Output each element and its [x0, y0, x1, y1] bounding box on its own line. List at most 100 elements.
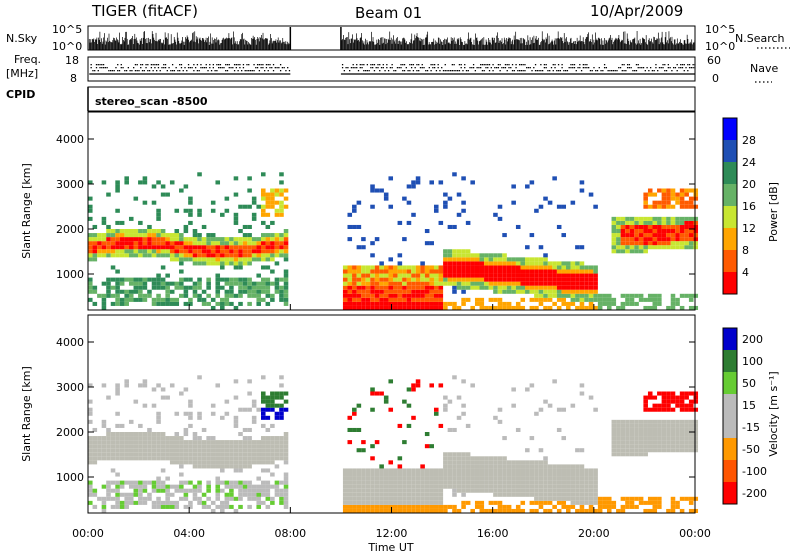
power-cell	[165, 301, 170, 306]
velocity-cell	[661, 419, 667, 424]
power-cell	[461, 269, 466, 274]
power-cell	[210, 257, 216, 262]
power-cell	[393, 285, 398, 290]
velocity-cell	[525, 460, 530, 465]
velocity-cell	[406, 403, 412, 408]
power-cell	[529, 277, 535, 282]
nave-dot	[391, 67, 393, 69]
velocity-cell	[502, 456, 507, 461]
power-cell	[406, 305, 412, 310]
power-cell	[393, 297, 398, 302]
velocity-cell	[502, 504, 507, 509]
power-cell	[97, 253, 102, 258]
power-cell	[652, 297, 658, 302]
velocity-cell	[470, 472, 475, 477]
power-cell	[547, 289, 553, 294]
power-cell	[552, 293, 557, 298]
power-cell	[620, 233, 626, 238]
power-cell	[511, 277, 516, 282]
velocity-cell	[456, 484, 462, 489]
nave-dot	[258, 64, 261, 66]
velocity-cell	[547, 472, 553, 477]
velocity-cell	[256, 492, 261, 497]
time-tick-label: 16:00	[477, 527, 509, 540]
power-cell	[251, 253, 257, 258]
velocity-cell	[561, 476, 567, 481]
velocity-cell	[215, 488, 221, 493]
power-cell	[606, 305, 612, 310]
velocity-cell	[283, 432, 289, 437]
power-cell	[657, 233, 662, 238]
power-cell	[238, 249, 243, 254]
power-cell	[625, 237, 630, 242]
power-cell	[192, 253, 198, 258]
power-cell	[128, 245, 134, 250]
velocity-cell	[402, 484, 407, 489]
velocity-cell	[461, 476, 466, 481]
nsearch-tick-low: 10^0	[705, 40, 735, 53]
velocity-cell	[97, 440, 102, 445]
power-cell	[552, 285, 557, 290]
power-cell	[142, 233, 148, 238]
velocity-cell	[634, 436, 639, 441]
power-cell	[128, 297, 134, 302]
nave-dot	[499, 70, 501, 72]
velocity-cell	[133, 432, 139, 437]
power-cell	[611, 249, 617, 254]
power-cell	[374, 305, 380, 310]
power-cell	[192, 261, 198, 266]
power-cell	[675, 245, 680, 250]
velocity-cell	[206, 456, 211, 461]
power-cell	[670, 245, 676, 250]
velocity-cell	[511, 476, 516, 481]
velocity-cell	[179, 456, 184, 461]
power-cell	[670, 216, 676, 221]
velocity-cell	[534, 480, 539, 485]
velocity-cell	[575, 476, 580, 481]
power-cell	[515, 261, 521, 266]
velocity-cell	[110, 468, 116, 473]
power-cell	[142, 293, 148, 298]
velocity-cell	[119, 452, 125, 457]
power-cell	[534, 285, 539, 290]
nave-dot	[458, 70, 461, 72]
power-cell	[197, 277, 202, 282]
power-cell	[625, 297, 630, 302]
velocity-cell	[365, 488, 371, 493]
power-cell	[220, 305, 225, 310]
velocity-cell	[415, 383, 421, 388]
velocity-cell	[552, 476, 557, 481]
power-heatmap	[88, 172, 699, 310]
velocity-cell	[119, 448, 125, 453]
velocity-cell	[679, 444, 685, 449]
power-cell	[279, 293, 284, 298]
velocity-cell	[192, 452, 198, 457]
velocity-cell	[97, 496, 102, 501]
velocity-cell	[247, 379, 252, 384]
velocity-cell	[115, 387, 120, 392]
velocity-cell	[147, 480, 152, 485]
power-cell	[584, 277, 589, 282]
velocity-cell	[456, 480, 462, 485]
nave-dot	[543, 67, 546, 69]
power-cell	[383, 285, 389, 290]
power-cell	[274, 188, 280, 193]
nave-dot	[386, 67, 388, 69]
power-y-tick-label: 3000	[56, 178, 84, 191]
velocity-cell	[88, 399, 93, 404]
velocity-cell	[147, 427, 152, 432]
nave-dot	[209, 67, 211, 69]
velocity-cell	[365, 468, 371, 473]
velocity-cell	[256, 452, 261, 457]
velocity-cell	[174, 452, 180, 457]
velocity-cell	[283, 488, 289, 493]
nave-dot	[526, 67, 528, 69]
velocity-cell	[402, 504, 407, 509]
power-cell	[634, 241, 639, 246]
power-cell	[593, 289, 598, 294]
velocity-cell	[616, 419, 621, 424]
velocity-cell	[397, 476, 403, 481]
nave-dot	[152, 64, 154, 66]
power-cell	[151, 245, 157, 250]
velocity-cell	[684, 444, 689, 449]
